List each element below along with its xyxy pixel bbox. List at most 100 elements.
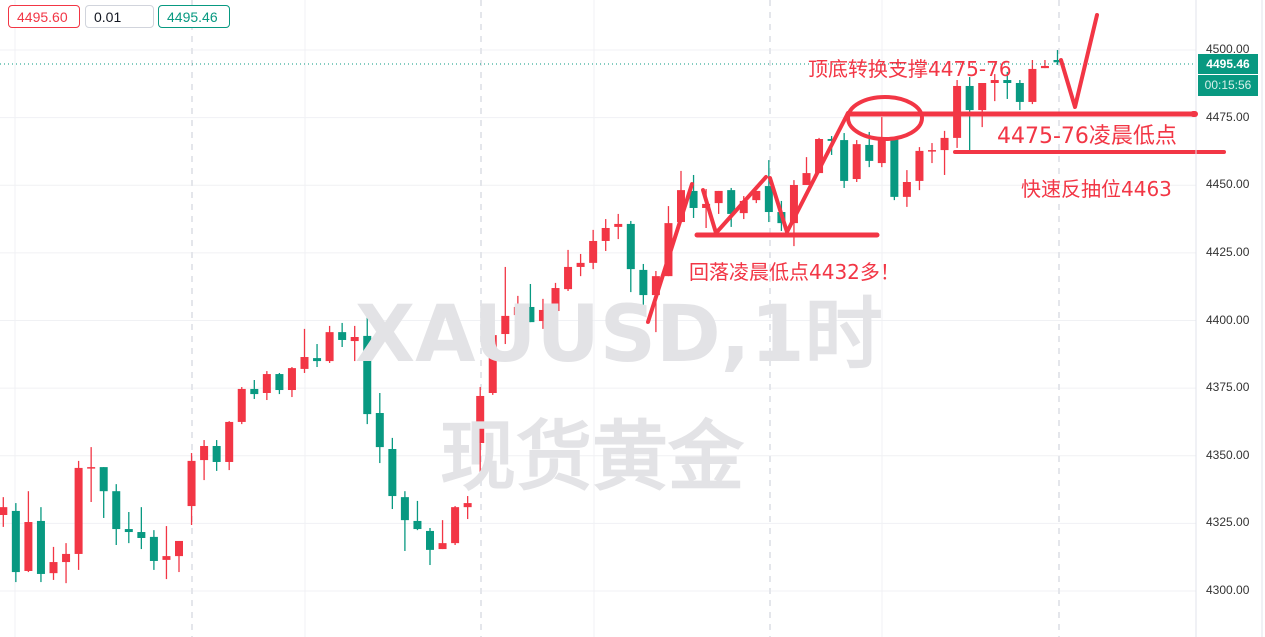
candle-down <box>1053 50 1062 65</box>
annotation-support-flip: 顶底转换支撑4475-76 <box>808 57 1012 81</box>
candle-down <box>36 507 45 583</box>
candle-up <box>664 206 673 277</box>
candle-down <box>137 507 146 550</box>
y-tick-label: 4500.00 <box>1206 42 1250 56</box>
candle-down <box>212 440 221 471</box>
candle-down <box>727 187 736 227</box>
candle-up <box>74 460 83 570</box>
y-tick-label: 4475.00 <box>1206 109 1250 124</box>
candle-body <box>852 144 861 180</box>
candle-body <box>375 413 384 448</box>
buy-price-button[interactable]: 4495.46 <box>158 5 230 28</box>
symbol-watermark: XAUUSD,1时 <box>355 290 883 380</box>
candle-body <box>664 223 673 277</box>
y-tick-label: 4300.00 <box>1206 583 1250 597</box>
candle-down <box>639 263 648 307</box>
candle-body <box>789 184 798 224</box>
candle-body <box>538 309 547 322</box>
annotation-pullback-long: 回落凌晨低点4432多！ <box>689 260 900 284</box>
candle-up <box>463 496 472 520</box>
candle-body <box>313 358 322 362</box>
candle-up <box>225 421 234 471</box>
candle-body <box>802 173 811 185</box>
candle-body <box>840 140 849 181</box>
candle-body <box>187 460 196 507</box>
candle-body <box>262 374 271 393</box>
candle-up <box>438 520 447 550</box>
candle-up <box>488 331 497 395</box>
candle-body <box>250 388 259 395</box>
candle-down <box>526 283 535 323</box>
candle-down <box>375 392 384 464</box>
candle-down <box>250 380 259 399</box>
candle-body <box>978 83 987 111</box>
sell-price-button[interactable]: 4495.60 <box>8 5 80 28</box>
candle-body <box>902 182 911 197</box>
candle-up <box>262 371 271 401</box>
candle-body <box>1053 60 1062 63</box>
candle-body <box>626 223 635 270</box>
y-tick-label: 4400.00 <box>1206 312 1250 327</box>
candle-body <box>576 262 585 267</box>
candle-body <box>74 467 83 554</box>
v-projection <box>1059 13 1099 109</box>
candle-down <box>275 372 284 395</box>
candle-body <box>350 337 359 342</box>
candle-body <box>677 190 685 223</box>
candle-down <box>124 512 133 544</box>
candle-body <box>488 335 497 393</box>
candle-body <box>338 332 347 340</box>
candle-body <box>124 529 133 533</box>
candle-body <box>990 80 999 84</box>
candle-up <box>24 491 33 573</box>
candle-up <box>902 170 911 207</box>
candle-up <box>614 213 623 240</box>
candle-up <box>538 298 547 329</box>
candle-down <box>400 491 409 551</box>
candle-body <box>689 190 698 208</box>
candle-body <box>36 520 45 574</box>
candle-body <box>212 446 221 462</box>
candle-body <box>162 556 171 560</box>
candle-up <box>200 440 209 481</box>
candle-up <box>287 367 296 398</box>
grid <box>0 0 1196 637</box>
candle-up <box>87 447 96 503</box>
candle-up <box>237 387 246 425</box>
candle-body <box>476 395 485 444</box>
candle-down <box>1015 80 1024 111</box>
candle-up <box>300 328 309 373</box>
candle-up <box>187 453 196 525</box>
last-price-label: 4495.46 <box>1198 54 1258 74</box>
candle-body <box>739 200 748 214</box>
candle-down <box>313 344 322 368</box>
candle-body <box>639 269 648 296</box>
candle-up <box>501 266 510 345</box>
candle-body <box>175 540 183 557</box>
candle-body <box>137 532 146 538</box>
quantity-input[interactable]: 0.01 <box>85 5 154 28</box>
candle-body <box>564 266 573 290</box>
candle-body <box>87 467 96 469</box>
candle-body <box>0 507 8 515</box>
candle-down <box>1003 71 1012 99</box>
candle-body <box>225 421 234 462</box>
candle-body <box>501 315 510 335</box>
candle-body <box>363 335 372 415</box>
candle-body <box>513 306 522 316</box>
candle-body <box>526 306 535 323</box>
candle-body <box>49 562 58 574</box>
candle-body <box>601 227 610 241</box>
candle-up <box>990 74 999 102</box>
candle-body <box>287 368 296 391</box>
candle-up <box>175 540 183 573</box>
candle-body <box>11 510 20 573</box>
candle-body <box>388 448 397 497</box>
candle-down <box>689 174 698 218</box>
candle-down <box>11 503 20 583</box>
candle-body <box>551 288 560 312</box>
candle-body <box>614 223 623 227</box>
candle-down <box>890 137 899 201</box>
candle-up <box>915 147 924 191</box>
